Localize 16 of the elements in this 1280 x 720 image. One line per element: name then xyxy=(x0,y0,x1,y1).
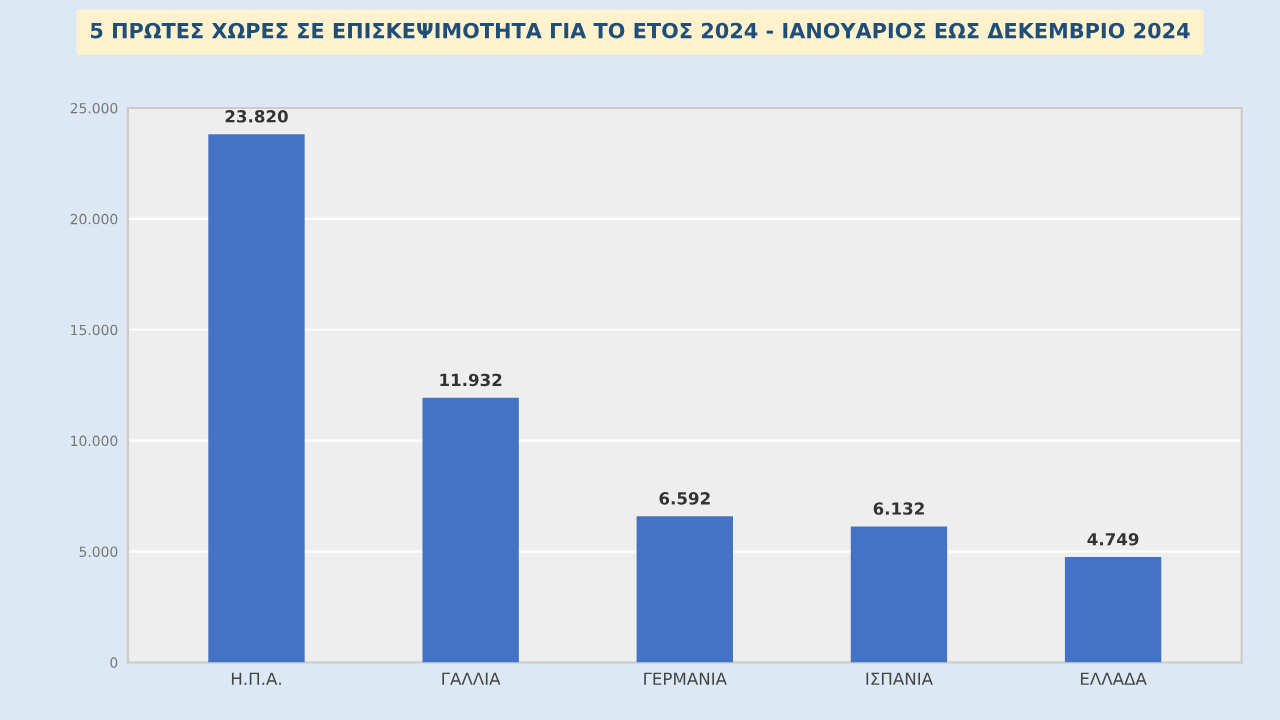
data-label: 23.820 xyxy=(225,110,288,123)
bar xyxy=(850,526,948,663)
bar xyxy=(636,516,733,663)
x-tick-label: ΙΣΠΑΝΙΑ xyxy=(866,672,933,685)
data-label: 6.592 xyxy=(659,492,710,505)
data-label: 4.749 xyxy=(1087,532,1139,546)
data-label: 11.932 xyxy=(440,373,502,387)
x-tick-label: ΕΛΛΑΔΑ xyxy=(1080,672,1147,685)
x-tick-label: ΓΑΛΛΙΑ xyxy=(442,672,501,685)
x-tick-label: ΓΕΡΜΑΝΙΑ xyxy=(644,672,727,685)
bar xyxy=(208,134,305,663)
chart-title: 5 ΠΡΩΤΕΣ ΧΩΡΕΣ ΣΕ ΕΠΙΣΚΕΨΙΜΟΤΗΤΑ ΓΙΑ ΤΟ ΕΤΟΣ 2024 - ΙΑΝΟΥΑΡΙΟΣ ΕΩΣ ΔΕΚΕΜΒΡΙΟ 2024 xyxy=(90,22,1190,39)
data-label: 6.132 xyxy=(873,502,924,515)
bar xyxy=(1064,557,1162,663)
bar xyxy=(422,397,519,663)
x-tick-label: Η.Π.Α. xyxy=(231,672,281,685)
